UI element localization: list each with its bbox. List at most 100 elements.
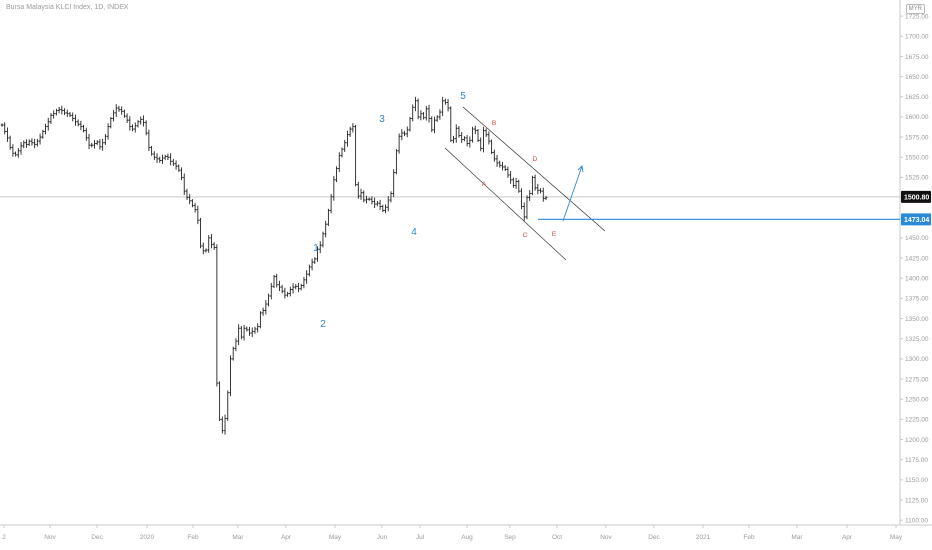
channel-upper-line bbox=[462, 106, 606, 232]
price-bar bbox=[327, 208, 330, 226]
price-bar bbox=[465, 135, 469, 147]
y-tick-label: 1575.00 bbox=[905, 134, 929, 141]
price-bar bbox=[427, 104, 431, 123]
price-bar bbox=[85, 127, 88, 141]
price-bar bbox=[41, 129, 45, 139]
price-bar bbox=[357, 181, 360, 199]
price-bar bbox=[321, 231, 325, 248]
x-tick-label: Mar bbox=[791, 534, 803, 541]
price-bar bbox=[242, 324, 246, 341]
price-bar bbox=[237, 324, 240, 346]
chart-title: Bursa Malaysia KLCI Index, 1D, INDEX bbox=[6, 4, 129, 11]
price-bar bbox=[3, 122, 7, 135]
last-price-tag-text: 1500.80 bbox=[904, 195, 929, 202]
price-bar bbox=[215, 244, 219, 387]
price-bar bbox=[261, 307, 265, 316]
wave-label-2: 2 bbox=[320, 319, 326, 330]
price-bar bbox=[199, 217, 202, 249]
x-tick-label: Aug bbox=[461, 534, 473, 541]
projection-arrow-head bbox=[577, 165, 584, 173]
price-bar bbox=[55, 108, 58, 116]
x-tick-label: 2020 bbox=[140, 534, 155, 541]
price-bar bbox=[0, 123, 4, 127]
last-price-tag: 1500.80 bbox=[901, 190, 931, 203]
price-bar bbox=[405, 126, 409, 138]
price-bar bbox=[204, 248, 208, 253]
price-bar bbox=[79, 120, 83, 130]
price-bar bbox=[60, 105, 64, 115]
price-bar bbox=[158, 156, 162, 163]
price-bar bbox=[354, 124, 357, 187]
y-tick-label: 1425.00 bbox=[905, 255, 929, 262]
price-bar bbox=[446, 99, 450, 112]
price-bar bbox=[498, 160, 502, 168]
price-bar bbox=[482, 126, 485, 153]
x-tick-label: Jun bbox=[377, 534, 388, 541]
currency-badge[interactable]: MYR bbox=[905, 4, 925, 14]
price-bar bbox=[109, 116, 113, 129]
price-bar bbox=[256, 323, 259, 333]
price-bar bbox=[245, 326, 249, 332]
y-tick-label: 1375.00 bbox=[905, 296, 929, 303]
x-tick-label: 2 bbox=[2, 534, 6, 541]
price-bar bbox=[297, 282, 300, 293]
x-tick-label: Dec bbox=[648, 534, 660, 541]
wave-label-4: 4 bbox=[411, 227, 417, 238]
price-bar bbox=[337, 152, 341, 172]
price-bar bbox=[484, 128, 488, 137]
price-bar bbox=[133, 122, 137, 133]
corrective-label-e: E bbox=[552, 231, 557, 238]
y-tick-label: 1125.00 bbox=[905, 497, 928, 504]
price-bar bbox=[351, 123, 355, 133]
price-bar bbox=[392, 169, 395, 197]
x-tick-label: Apr bbox=[842, 534, 853, 541]
price-bar bbox=[193, 202, 197, 213]
price-bar bbox=[253, 326, 257, 334]
price-bar bbox=[275, 273, 279, 288]
price-bar bbox=[335, 166, 338, 183]
wave-label-5: 5 bbox=[460, 91, 466, 102]
price-bar bbox=[348, 126, 352, 137]
corrective-label-b: B bbox=[492, 120, 496, 127]
price-bar bbox=[74, 114, 77, 126]
price-bar bbox=[452, 135, 455, 144]
price-bar bbox=[150, 145, 153, 156]
price-bar bbox=[38, 133, 42, 145]
price-bar bbox=[272, 274, 276, 288]
price-bar bbox=[166, 153, 170, 161]
price-bar bbox=[231, 346, 235, 361]
price-bar bbox=[14, 151, 17, 157]
price-bar bbox=[433, 116, 436, 134]
price-bar bbox=[221, 416, 224, 434]
price-bar bbox=[389, 191, 393, 203]
price-bar bbox=[289, 286, 292, 297]
price-bar bbox=[487, 131, 491, 145]
y-tick-label: 1400.00 bbox=[905, 276, 929, 283]
price-bar bbox=[400, 129, 404, 141]
price-bar bbox=[471, 126, 474, 143]
x-tick-label: Nov bbox=[44, 534, 56, 541]
price-bar bbox=[416, 98, 420, 120]
price-bar bbox=[212, 242, 216, 250]
target-price-tag: 1473.04 bbox=[901, 213, 931, 226]
price-bar bbox=[291, 283, 295, 294]
last-price-tag-bg bbox=[901, 190, 931, 203]
price-bar bbox=[378, 199, 382, 210]
price-bar bbox=[454, 124, 458, 143]
price-bar bbox=[302, 277, 306, 289]
price-bar bbox=[120, 106, 123, 115]
price-bar bbox=[52, 110, 55, 119]
price-bar bbox=[308, 264, 311, 277]
price-bar bbox=[25, 139, 28, 148]
price-bar bbox=[250, 327, 254, 338]
x-tick-label: Mar bbox=[232, 534, 244, 541]
price-bar bbox=[17, 147, 20, 158]
price-bar bbox=[525, 195, 529, 220]
x-tick-label: Feb bbox=[187, 534, 199, 541]
price-bar bbox=[495, 154, 499, 167]
x-tick-label: Nov bbox=[600, 534, 612, 541]
price-bar bbox=[46, 117, 50, 131]
price-bar bbox=[329, 193, 333, 214]
